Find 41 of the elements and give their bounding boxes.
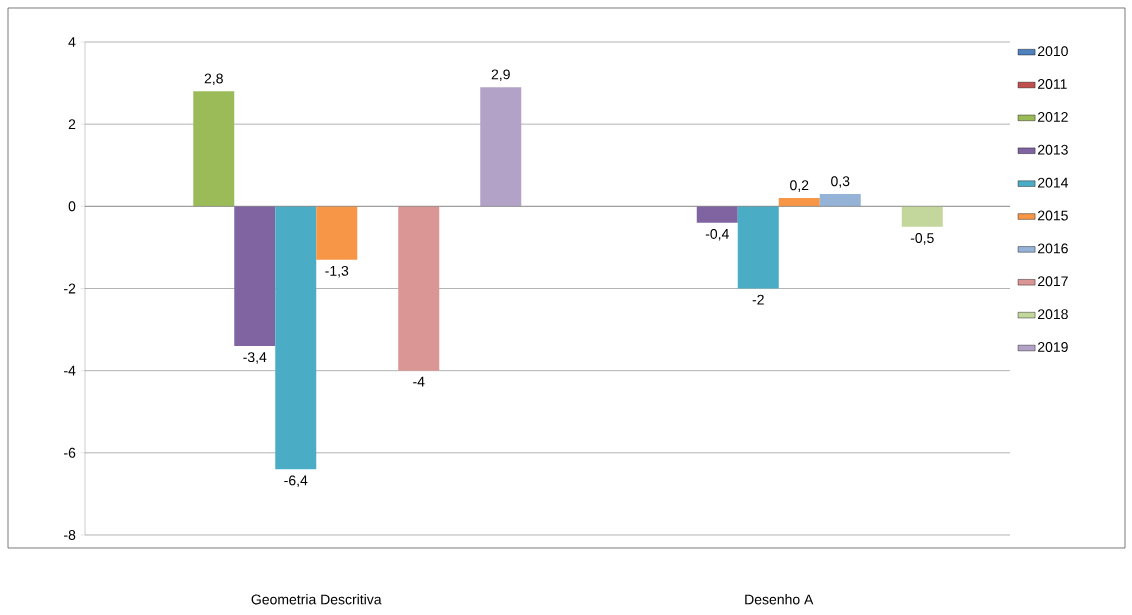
y-tick-label: -8 [64,530,76,540]
legend-label: 2018 [1038,309,1068,320]
data-label: -6,4 [284,475,308,488]
bar [778,198,820,207]
bar [234,206,276,347]
legend-label: 2013 [1038,144,1068,155]
legend-label: 2019 [1038,342,1068,352]
data-label: 2,8 [204,73,223,86]
bar [737,206,779,289]
legend-label: 2012 [1038,111,1068,122]
y-tick-label: 4 [68,37,76,47]
y-tick-label: 2 [68,119,76,130]
x-tick-label: Desenho A [745,594,814,605]
y-tick-label: -6 [64,447,76,458]
bar [316,206,358,260]
data-label: -4 [413,376,425,387]
legend-label: 2016 [1038,243,1068,254]
data-label: 0,3 [831,176,850,188]
y-tick-label: -2 [64,283,76,294]
bar [696,206,738,223]
y-tick-label: -4 [64,365,76,376]
bar [819,194,861,207]
data-label: -0,4 [705,228,729,241]
bar [275,206,317,470]
bar [480,87,522,207]
legend-label: 2010 [1038,46,1068,57]
bar [901,206,943,227]
x-tick-label: Geometria Descritiva [251,594,382,605]
data-label: -2 [752,294,764,305]
legend-label: 2017 [1038,276,1068,287]
bar [398,206,440,371]
bar [193,91,235,207]
legend-label: 2015 [1038,210,1068,221]
data-label: 2,9 [491,69,510,81]
legend-label: 2014 [1038,177,1069,188]
data-label: -3,4 [243,352,267,364]
y-tick-label: 0 [68,201,76,212]
legend-label: 2011 [1038,79,1067,89]
data-label: 0,2 [790,180,809,192]
data-label: -1,3 [325,265,349,278]
data-label: -0,5 [910,233,934,245]
